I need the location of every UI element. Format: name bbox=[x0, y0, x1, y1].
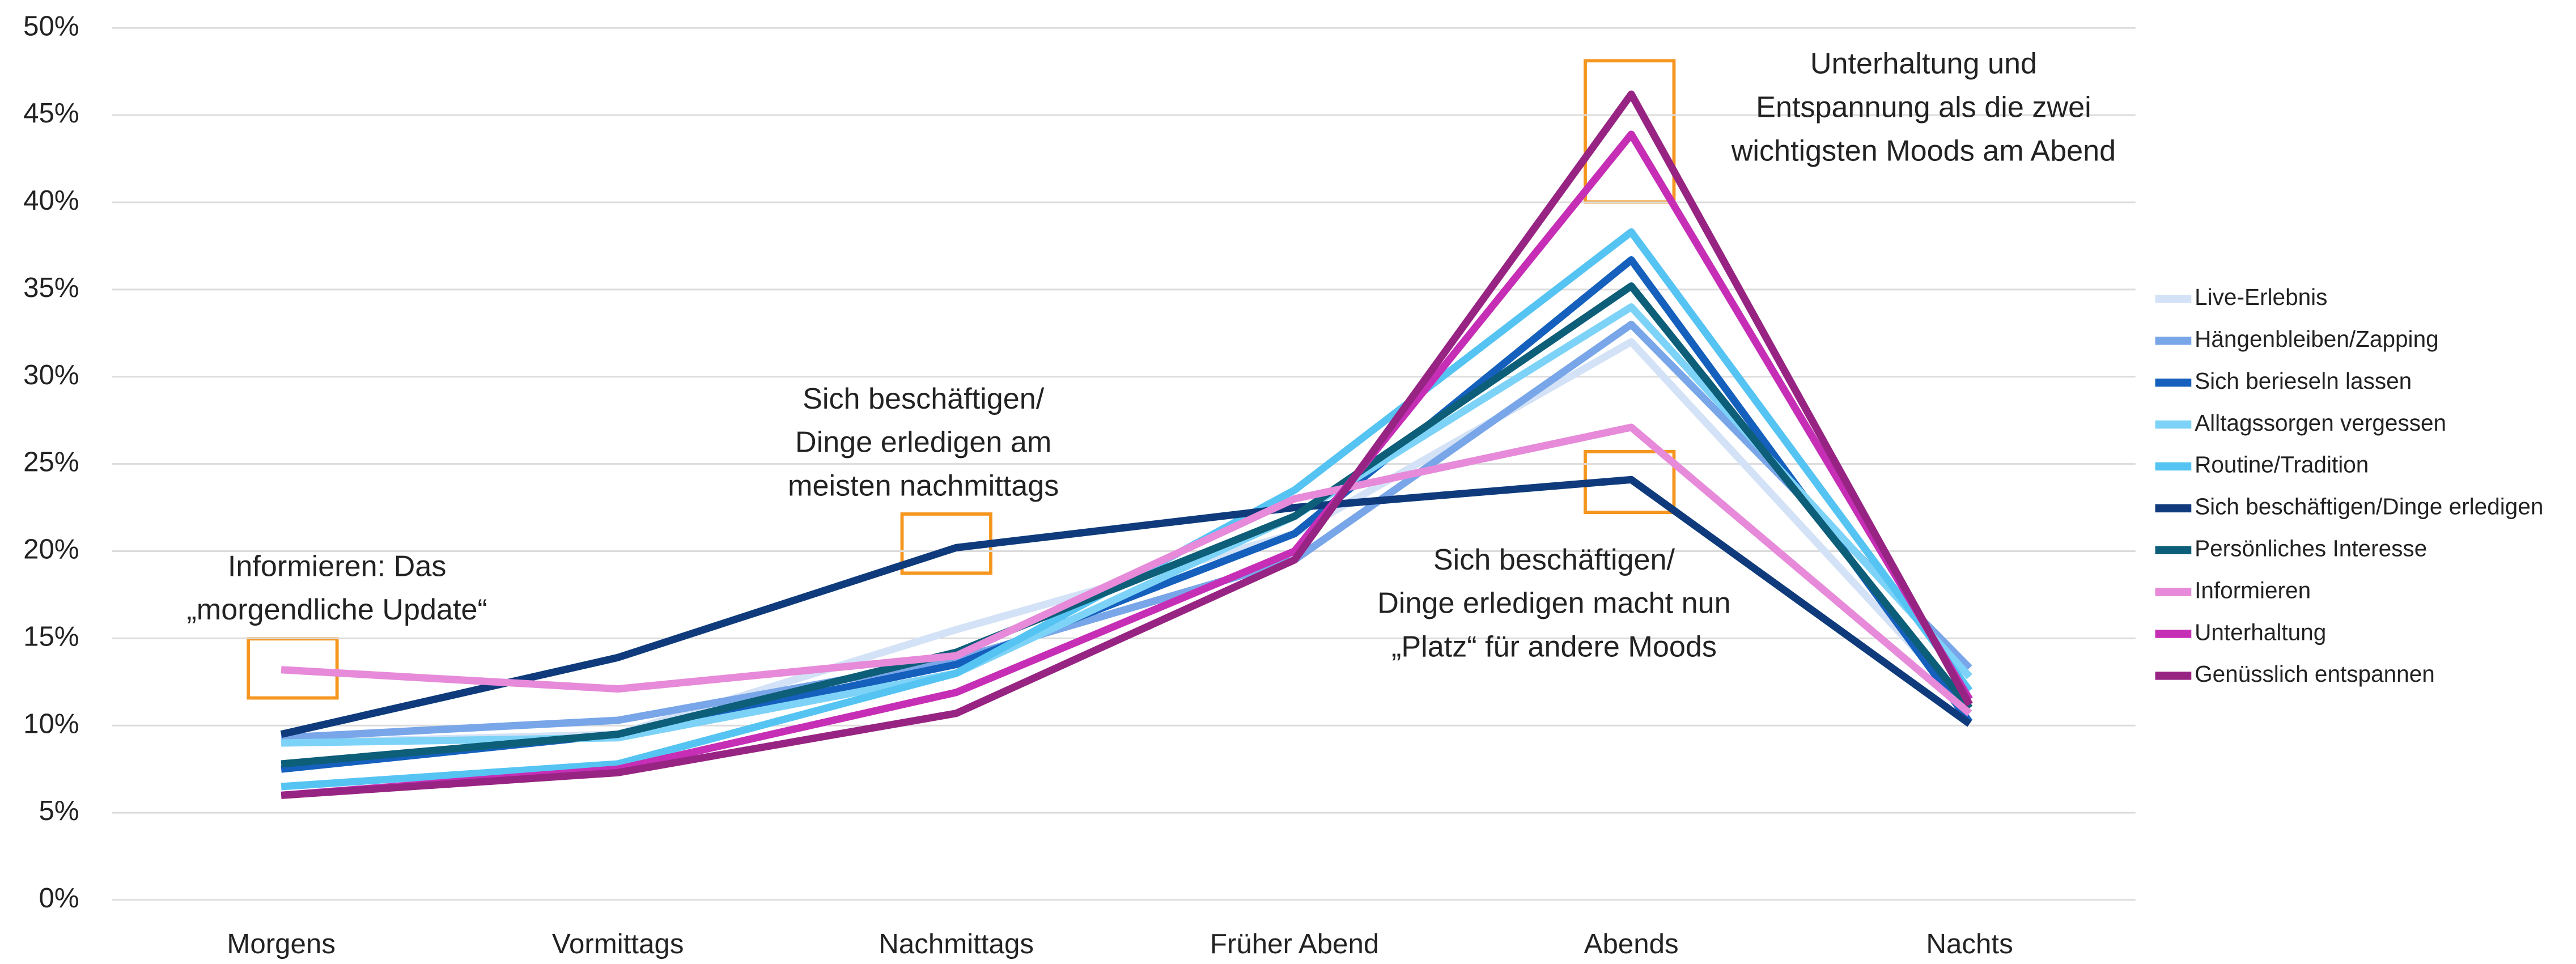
y-tick-label: 0% bbox=[39, 882, 79, 914]
annotation: meisten nachmittags bbox=[788, 469, 1059, 502]
series-line bbox=[281, 130, 1973, 799]
annotation: wichtigsten Moods am Abend bbox=[1731, 134, 2116, 167]
x-tick-label: Vormittags bbox=[552, 928, 684, 959]
annotation: „morgendliche Update“ bbox=[186, 593, 487, 626]
series-line bbox=[281, 320, 1972, 742]
legend-label: Alltagssorgen vergessen bbox=[2195, 410, 2446, 436]
annotation: Unterhaltung und bbox=[1810, 48, 2037, 80]
legend-label: Genüsslich entspannen bbox=[2195, 661, 2435, 687]
x-tick-label: Morgens bbox=[227, 928, 336, 959]
annotation: Dinge erledigen am bbox=[795, 426, 1051, 459]
annotation: Sich beschäftigen/ bbox=[803, 383, 1045, 415]
series-line bbox=[281, 256, 1973, 773]
x-tick-label: Nachts bbox=[1926, 928, 2013, 959]
y-tick-label: 50% bbox=[23, 10, 79, 41]
legend-label: Sich beschäftigen/Dinge erledigen bbox=[2195, 494, 2543, 520]
legend-label: Hängenbleiben/Zapping bbox=[2195, 326, 2439, 352]
y-tick-label: 15% bbox=[23, 621, 79, 652]
x-tick-label: Abends bbox=[1584, 928, 1679, 959]
plot: 0% 5% 10% 15% 20% 25% 30% 35% 40% 45% 50% Morgens Vo… bbox=[23, 10, 2543, 959]
series-line bbox=[281, 228, 1973, 791]
y-tick-label: 45% bbox=[23, 97, 79, 129]
series-line bbox=[281, 282, 1973, 768]
y-tick-label: 10% bbox=[23, 708, 79, 739]
series-line bbox=[281, 423, 1972, 716]
legend-label: Routine/Tradition bbox=[2195, 452, 2369, 478]
series-line bbox=[280, 475, 1972, 738]
y-tick-label: 30% bbox=[23, 359, 79, 390]
y-tick-label: 20% bbox=[23, 534, 79, 565]
annotation: Informieren: Das bbox=[228, 550, 447, 583]
legend-label: Persönliches Interesse bbox=[2195, 535, 2427, 561]
annotation: Entspannung als die zwei bbox=[1756, 91, 2091, 124]
annotation: „Platz“ für andere Moods bbox=[1391, 630, 1717, 663]
y-tick-label: 5% bbox=[39, 795, 79, 826]
series-line bbox=[281, 90, 1973, 799]
y-tick-label: 25% bbox=[23, 447, 79, 478]
legend-label: Live-Erlebnis bbox=[2195, 284, 2327, 310]
y-tick-label: 40% bbox=[23, 185, 79, 216]
x-tick-label: Nachmittags bbox=[879, 928, 1034, 959]
annotation: Sich beschäftigen/ bbox=[1433, 543, 1675, 576]
annotation: Dinge erledigen macht nun bbox=[1377, 587, 1730, 620]
legend-label: Informieren bbox=[2195, 577, 2311, 603]
y-tick-label: 35% bbox=[23, 272, 79, 303]
legend-label: Unterhaltung bbox=[2195, 619, 2326, 645]
legend-label: Sich berieseln lassen bbox=[2195, 368, 2412, 394]
x-tick-label: Früher Abend bbox=[1210, 928, 1379, 959]
